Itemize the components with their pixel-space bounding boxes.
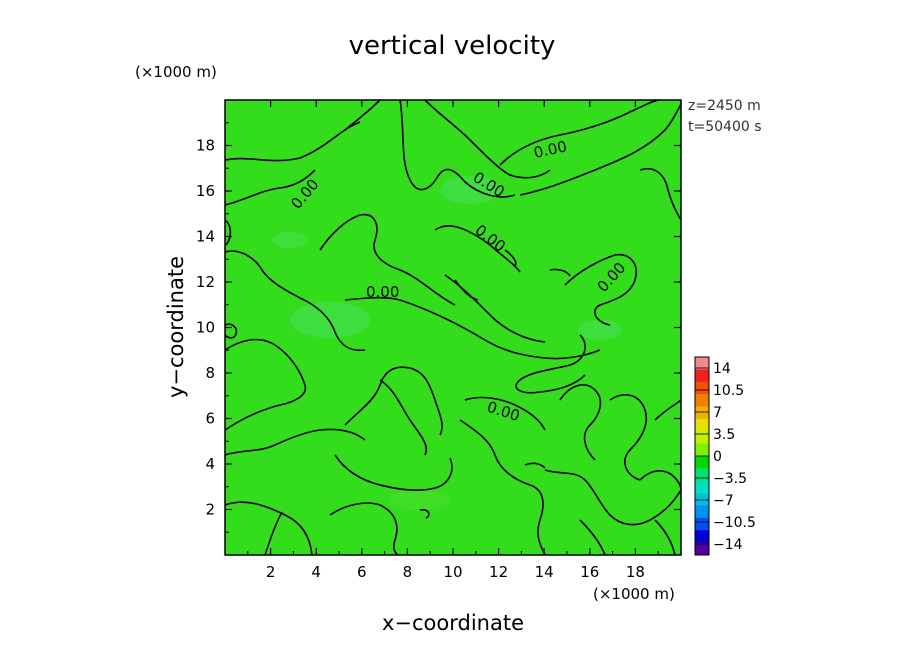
colorbar-tick-label: −3.5	[713, 471, 747, 487]
contour-line	[224, 99, 381, 162]
colorbar-tick-label: −14	[713, 537, 743, 553]
x-axis-label: x−coordinate	[382, 611, 524, 635]
contour-line	[654, 519, 676, 556]
colorbar-swatch	[695, 468, 709, 482]
contour-line	[515, 334, 586, 394]
colorbar-tick-label: −7	[713, 493, 734, 509]
colorbar-swatch	[695, 542, 709, 556]
x-tick-label: 6	[357, 563, 367, 581]
chart-title: vertical velocity	[349, 31, 556, 61]
y-tick-label: 16	[196, 182, 215, 200]
x-axis: 2 4 6 8 10 12 14 16 18	[247, 100, 659, 581]
y-axis: 2 4 6 8 10 12 14 16 18	[196, 122, 681, 533]
colorbar-swatch	[695, 369, 709, 383]
colorbar-swatch	[695, 394, 709, 407]
colorbar-tick-label: 0	[713, 449, 722, 465]
contour-line	[654, 399, 682, 421]
t-annotation: t=50400 s	[688, 119, 762, 135]
contour-line	[224, 169, 316, 206]
colorbar: 14 10.5 7 3.5 0 −3.5 −7 −10.5 −14	[694, 356, 756, 556]
x-tick-label: 12	[489, 563, 508, 581]
contour-line	[224, 250, 366, 352]
contour-line	[434, 225, 521, 273]
colorbar-swatch	[695, 431, 709, 445]
y-tick-label: 14	[196, 228, 215, 246]
contour-line	[424, 99, 551, 179]
contour-line	[344, 121, 361, 131]
contour-line	[559, 384, 602, 461]
y-tick-label: 12	[196, 273, 215, 291]
contour-line	[639, 470, 682, 491]
y-tick-label: 8	[205, 364, 215, 382]
contour-lines	[224, 99, 682, 556]
colorbar-swatch	[695, 443, 709, 457]
y-axis-label: y−coordinate	[164, 256, 188, 398]
contour-line	[224, 501, 313, 556]
x-tick-label: 10	[443, 563, 462, 581]
contour-line	[329, 502, 399, 556]
contour-line	[499, 99, 661, 166]
contour-line	[459, 419, 546, 556]
contour-line	[579, 519, 606, 556]
contour-line	[224, 219, 232, 246]
colorbar-swatch	[695, 480, 709, 494]
colorbar-swatch	[695, 505, 709, 519]
y-tick-label: 2	[205, 501, 215, 519]
velocity-field	[225, 100, 681, 555]
colorbar-tick-label: 3.5	[713, 427, 735, 443]
colorbar-swatch	[695, 517, 709, 531]
contour-line	[319, 213, 456, 306]
contour-line	[544, 469, 682, 526]
colorbar-swatch	[695, 456, 709, 469]
colorbar-tick-label: 10.5	[713, 383, 744, 399]
contour-line	[379, 379, 428, 456]
colorbar-tick-label: 14	[713, 361, 731, 377]
contour-line	[344, 296, 601, 360]
x-tick-label: 4	[311, 563, 321, 581]
colorbar-swatch	[695, 381, 709, 395]
x-unit-label: (×1000 m)	[593, 585, 675, 603]
colorbar-tick-label: 7	[713, 405, 722, 421]
contour-line	[399, 99, 516, 198]
field-shading	[272, 176, 622, 510]
contour-line	[224, 323, 238, 339]
contour-line	[264, 511, 283, 556]
contour-line	[549, 268, 571, 277]
x-tick-label: 2	[266, 563, 276, 581]
colorbar-swatch	[695, 357, 709, 370]
contour-line	[224, 338, 307, 431]
plot-area: 0.00 0.00 0.00 0.00 0.00 0.00 0.00	[224, 99, 682, 556]
contour-line	[504, 249, 517, 267]
contour-line	[564, 253, 637, 326]
y-tick-label: 18	[196, 137, 215, 155]
colorbar-swatch	[695, 493, 709, 506]
contour-line	[519, 103, 682, 196]
y-tick-label: 10	[196, 319, 215, 337]
y-tick-label: 4	[205, 455, 215, 473]
contour-line	[639, 168, 682, 221]
contour-line	[344, 366, 443, 436]
x-tick-label: 16	[580, 563, 599, 581]
x-tick-label: 14	[535, 563, 554, 581]
contour-line	[334, 454, 453, 491]
contour-line	[609, 394, 648, 481]
y-unit-label: (×1000 m)	[135, 63, 217, 81]
y-tick-label: 6	[205, 410, 215, 428]
contour-line	[454, 279, 479, 301]
contour-label: 0.00	[366, 283, 399, 301]
x-tick-label: 18	[626, 563, 645, 581]
contour-line	[524, 462, 546, 469]
x-tick-label: 8	[403, 563, 413, 581]
z-annotation: z=2450 m	[688, 98, 761, 114]
contour-line	[224, 428, 366, 456]
contour-line	[464, 396, 546, 431]
colorbar-swatch	[695, 418, 709, 432]
contour-line	[419, 508, 430, 519]
colorbar-swatch	[695, 530, 709, 544]
colorbar-tick-label: −10.5	[713, 515, 756, 531]
colorbar-swatch	[695, 406, 709, 420]
